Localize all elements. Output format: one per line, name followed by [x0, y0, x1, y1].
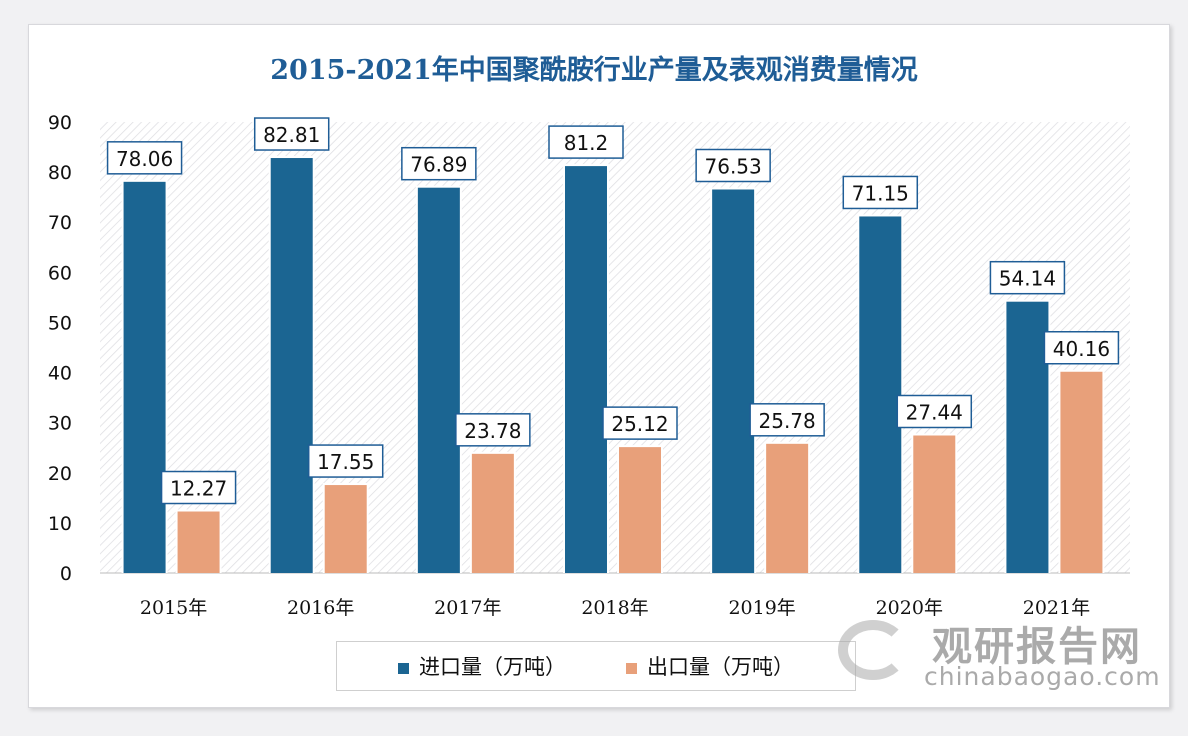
legend: 进口量（万吨） 出口量（万吨） — [336, 641, 856, 691]
x-tick-label: 2019年 — [728, 597, 795, 619]
watermark-en: chinabaogao.com — [924, 662, 1161, 691]
y-tick-label: 70 — [48, 212, 72, 234]
bar-export — [324, 485, 367, 573]
x-tick-label: 2020年 — [876, 597, 943, 619]
watermark-cn: 观研报告网 — [932, 624, 1142, 670]
bar-export — [1060, 371, 1103, 573]
legend-label: 出口量（万吨） — [647, 655, 794, 679]
y-tick-label: 0 — [60, 563, 72, 585]
data-label-box — [160, 470, 237, 505]
data-label-box — [455, 413, 531, 447]
data-label: 76.53 — [705, 154, 762, 178]
bar-import — [270, 158, 313, 573]
x-tick-label: 2016年 — [287, 597, 354, 619]
data-label: 17.55 — [317, 450, 374, 474]
data-label: 78.06 — [116, 147, 173, 171]
y-tick-label: 50 — [48, 312, 72, 334]
x-tick-label: 2017年 — [434, 597, 501, 619]
y-tick-label: 40 — [48, 363, 72, 385]
bar-export — [471, 453, 514, 573]
y-tick-label: 10 — [48, 513, 72, 535]
data-label: 25.12 — [611, 412, 668, 436]
bar-import — [565, 166, 607, 573]
legend-swatch — [626, 662, 637, 674]
bar-export — [766, 443, 809, 573]
legend-swatch — [398, 662, 409, 674]
chart-title: 2015-2021年中国聚酰胺行业产量及表观消费量情况 — [270, 55, 918, 86]
bar-export — [913, 435, 956, 573]
x-tick-label: 2018年 — [581, 597, 648, 619]
watermark: 观研报告网 chinabaogao.com — [832, 614, 1162, 694]
data-label-box — [842, 175, 919, 210]
data-label-box — [602, 406, 678, 440]
bar-export — [619, 447, 661, 573]
bar-import — [123, 181, 166, 573]
bar-import — [712, 189, 755, 573]
y-tick-label: 90 — [48, 112, 72, 134]
data-label-box — [401, 146, 477, 181]
y-tick-label: 30 — [48, 413, 72, 435]
x-tick-label: 2021年 — [1023, 597, 1090, 619]
data-label-box — [989, 260, 1066, 295]
bar-export — [177, 511, 220, 573]
data-label-box — [106, 141, 183, 175]
data-label-box — [896, 394, 973, 429]
y-tick-label: 80 — [48, 162, 72, 184]
data-label: 12.27 — [170, 477, 227, 501]
y-tick-label: 60 — [48, 262, 72, 284]
y-tick-label: 20 — [48, 463, 72, 485]
legend-item-import: 进口量（万吨） — [398, 651, 566, 681]
data-label: 82.81 — [263, 123, 320, 147]
data-label: 23.78 — [464, 419, 521, 443]
data-label: 71.15 — [852, 181, 909, 205]
data-label: 25.78 — [759, 409, 816, 433]
x-tick-label: 2015年 — [140, 597, 207, 619]
data-label: 40.16 — [1053, 337, 1110, 361]
data-label: 81.2 — [564, 131, 609, 155]
data-label: 76.89 — [410, 153, 467, 177]
legend-label: 进口量（万吨） — [419, 655, 566, 679]
bar-import — [417, 187, 460, 573]
data-label: 54.14 — [999, 267, 1056, 291]
data-label-box — [548, 125, 624, 159]
data-label-box — [307, 444, 384, 478]
data-label: 27.44 — [906, 400, 963, 424]
bar-import — [859, 216, 902, 573]
data-label-box — [1043, 331, 1120, 365]
bar-import — [1006, 301, 1049, 573]
legend-item-export: 出口量（万吨） — [626, 651, 794, 681]
data-label-box — [253, 117, 330, 151]
plot-area — [100, 122, 1130, 573]
data-label-box — [695, 148, 771, 183]
data-label-box — [749, 403, 825, 437]
watermark-logo-icon — [838, 620, 908, 680]
